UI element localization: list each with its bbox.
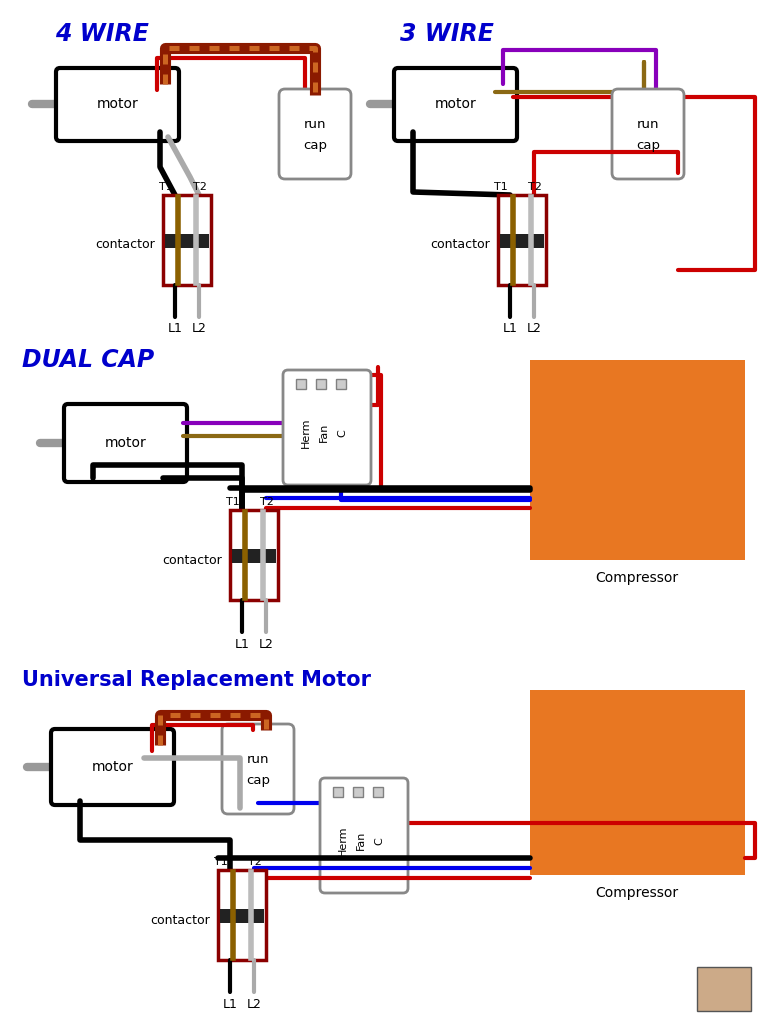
Text: Fan: Fan xyxy=(356,831,366,851)
Text: Fan: Fan xyxy=(319,423,329,442)
Text: cap: cap xyxy=(636,139,660,153)
Text: T2: T2 xyxy=(260,497,274,507)
Text: L2: L2 xyxy=(247,997,261,1011)
FancyBboxPatch shape xyxy=(51,729,174,805)
Text: Compressor: Compressor xyxy=(595,886,679,900)
Bar xyxy=(353,787,363,797)
Text: T1: T1 xyxy=(226,497,240,507)
Text: T2: T2 xyxy=(193,182,207,193)
Text: cap: cap xyxy=(303,139,327,153)
Bar xyxy=(296,379,306,389)
Bar xyxy=(220,909,264,923)
FancyBboxPatch shape xyxy=(697,967,751,1011)
Text: T1: T1 xyxy=(494,182,508,193)
Text: run: run xyxy=(637,118,659,131)
Text: contactor: contactor xyxy=(162,554,222,566)
FancyBboxPatch shape xyxy=(612,89,684,179)
Text: motor: motor xyxy=(434,97,476,112)
FancyBboxPatch shape xyxy=(56,68,179,141)
Bar xyxy=(530,360,745,560)
Text: run: run xyxy=(304,118,326,131)
Text: L1: L1 xyxy=(223,997,237,1011)
Text: Universal Replacement Motor: Universal Replacement Motor xyxy=(22,670,371,690)
Text: T2: T2 xyxy=(248,857,262,867)
FancyBboxPatch shape xyxy=(320,778,408,893)
Text: L1: L1 xyxy=(234,638,250,650)
Text: C: C xyxy=(374,837,384,845)
FancyBboxPatch shape xyxy=(64,404,187,482)
Text: T1: T1 xyxy=(214,857,228,867)
Bar xyxy=(218,870,266,961)
Text: 4 WIRE: 4 WIRE xyxy=(55,22,149,46)
Text: L1: L1 xyxy=(168,323,182,336)
FancyBboxPatch shape xyxy=(222,724,294,814)
Text: L2: L2 xyxy=(526,323,541,336)
Bar xyxy=(498,195,546,285)
Text: contactor: contactor xyxy=(431,239,490,252)
FancyBboxPatch shape xyxy=(394,68,517,141)
Bar xyxy=(333,787,343,797)
Text: L1: L1 xyxy=(502,323,517,336)
Bar xyxy=(232,549,276,563)
Text: motor: motor xyxy=(97,97,138,112)
Text: L2: L2 xyxy=(258,638,274,650)
Text: L2: L2 xyxy=(192,323,206,336)
Bar xyxy=(373,787,383,797)
Text: Compressor: Compressor xyxy=(595,571,679,585)
Bar xyxy=(530,690,745,874)
Text: C: C xyxy=(337,429,347,436)
Text: 3 WIRE: 3 WIRE xyxy=(400,22,494,46)
Text: T2: T2 xyxy=(528,182,542,193)
Bar xyxy=(165,234,209,248)
FancyBboxPatch shape xyxy=(283,370,371,485)
Text: Herm: Herm xyxy=(301,418,311,449)
Bar xyxy=(316,379,326,389)
Bar xyxy=(230,510,278,600)
Bar xyxy=(500,234,544,248)
Text: motor: motor xyxy=(92,760,134,774)
Text: run: run xyxy=(247,753,269,766)
FancyBboxPatch shape xyxy=(279,89,351,179)
Bar xyxy=(163,195,211,285)
Text: contactor: contactor xyxy=(95,239,155,252)
Text: contactor: contactor xyxy=(150,913,210,927)
Text: cap: cap xyxy=(246,774,270,787)
Text: Herm: Herm xyxy=(338,825,348,856)
Text: T1: T1 xyxy=(159,182,173,193)
Text: motor: motor xyxy=(104,436,146,450)
Bar xyxy=(336,379,346,389)
Text: DUAL CAP: DUAL CAP xyxy=(22,348,155,372)
